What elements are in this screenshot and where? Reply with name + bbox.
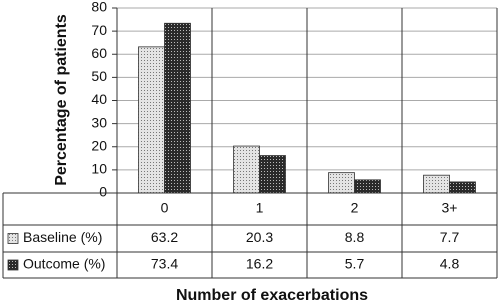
- bar: [449, 181, 476, 194]
- table-value: 63.2: [151, 229, 178, 245]
- table-value: 5.7: [345, 256, 365, 272]
- x-axis-title: Number of exacerbations: [176, 287, 368, 304]
- legend-key: [7, 259, 19, 271]
- x-tick-label: 2: [351, 200, 359, 216]
- y-tick-label: 10: [91, 161, 107, 177]
- table-value: 73.4: [151, 256, 178, 272]
- bar: [259, 155, 286, 194]
- x-tick-label: 3+: [442, 200, 458, 216]
- table-value: 7.7: [440, 229, 460, 245]
- y-axis-title: Percentage of patients: [53, 14, 70, 186]
- bar: [138, 46, 165, 194]
- legend-key: [7, 233, 19, 244]
- y-tick-label: 40: [91, 91, 107, 107]
- legend-label: Baseline (%): [23, 229, 102, 245]
- legend-label: Outcome (%): [23, 256, 105, 272]
- y-tick-label: 20: [91, 137, 107, 153]
- bar: [328, 172, 355, 194]
- y-tick-label: 80: [91, 0, 107, 15]
- x-tick-label: 0: [161, 200, 169, 216]
- x-tick-label: 1: [256, 200, 264, 216]
- y-tick-label: 30: [91, 114, 107, 130]
- y-tick-label: 0: [99, 184, 107, 200]
- table-value: 8.8: [345, 229, 365, 245]
- bar: [233, 145, 260, 194]
- table-value: 4.8: [440, 256, 460, 272]
- bar: [423, 174, 450, 194]
- y-tick-label: 50: [91, 68, 107, 84]
- bar: [354, 179, 381, 194]
- y-tick-label: 70: [91, 22, 107, 38]
- table-value: 16.2: [246, 256, 273, 272]
- bar: [164, 22, 191, 194]
- table-value: 20.3: [246, 229, 273, 245]
- y-tick-label: 60: [91, 45, 107, 61]
